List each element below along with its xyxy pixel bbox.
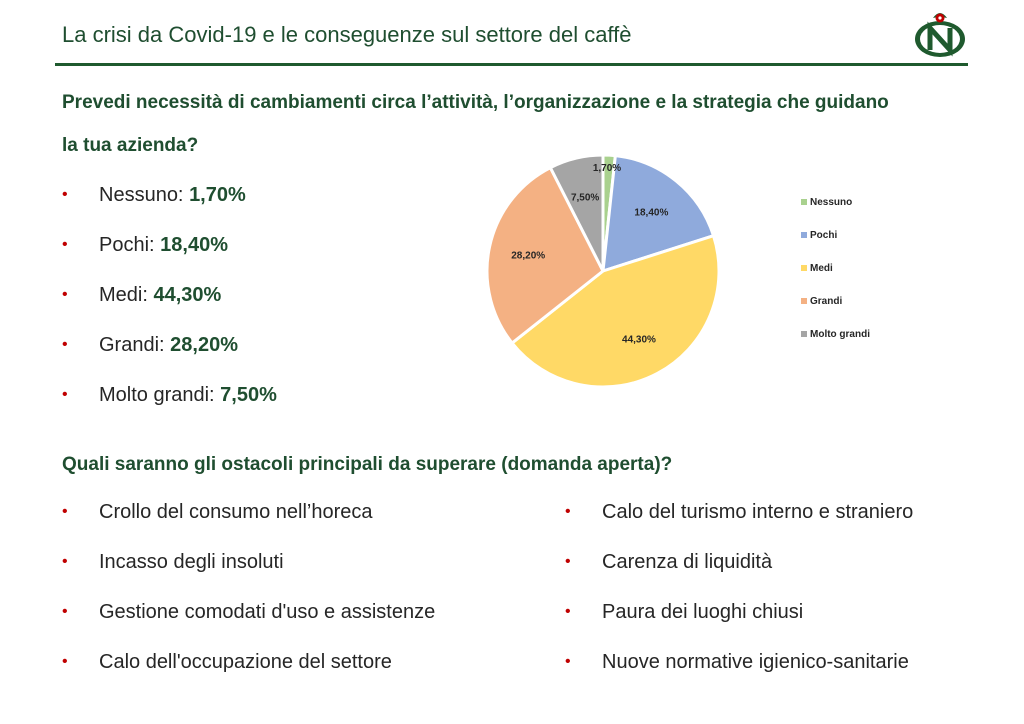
obstacle-text: Crollo del consumo nell’horeca: [99, 501, 373, 523]
obstacle-text: Calo del turismo interno e straniero: [602, 501, 914, 523]
bullet-icon: •: [565, 553, 571, 570]
company-logo: [915, 13, 965, 57]
legend-label: Molto grandi: [810, 329, 870, 340]
legend-swatch: [801, 199, 807, 205]
pie-data-label: 7,50%: [571, 193, 599, 204]
pie-data-label: 28,20%: [511, 251, 545, 262]
pie-slice-pochi: [601, 154, 716, 274]
obstacle-text: Gestione comodati d'uso e assistenze: [99, 601, 436, 623]
legend-label: Pochi: [810, 230, 837, 241]
bullet-icon: •: [565, 603, 571, 620]
legend-label: Grandi: [810, 296, 842, 307]
legend-label: Medi: [810, 263, 833, 274]
bullet-icon: •: [62, 286, 68, 303]
bullet-icon: •: [62, 236, 68, 253]
question-1-line-2: la tua azienda?: [62, 135, 199, 156]
bullet-icon: •: [62, 603, 68, 620]
pie-slice-grandi: [485, 165, 605, 346]
pie-data-label: 44,30%: [622, 335, 656, 346]
legend-label: Nessuno: [810, 197, 852, 208]
answer-label: Nessuno:: [99, 184, 190, 206]
obstacle-text: Carenza di liquidità: [602, 551, 773, 573]
answer-percent: 7,50%: [220, 384, 277, 406]
answer-percent: 28,20%: [170, 334, 238, 356]
page-title: La crisi da Covid-19 e le conseguenze su…: [62, 22, 632, 47]
bullet-icon: •: [62, 386, 68, 403]
legend-swatch: [801, 265, 807, 271]
pie-data-label: 1,70%: [593, 163, 621, 174]
header-divider: [55, 63, 968, 66]
answer-label: Pochi:: [99, 234, 161, 256]
legend-swatch: [801, 232, 807, 238]
answer-label: Medi:: [99, 284, 154, 306]
answer-label: Grandi:: [99, 334, 171, 356]
obstacle-text: Paura dei luoghi chiusi: [602, 601, 804, 623]
pie-slice-medi: [509, 233, 721, 389]
pie-data-label: 18,40%: [634, 208, 668, 219]
obstacle-text: Incasso degli insoluti: [99, 551, 284, 573]
bullet-icon: •: [565, 653, 571, 670]
pie-chart: 1,70% 18,40% 44,30% 28,20% 7,50% Nessuno Pochi…: [485, 153, 870, 389]
bullet-icon: •: [62, 186, 68, 203]
answer-percent: 1,70%: [189, 184, 246, 206]
obstacle-text: Calo dell'occupazione del settore: [99, 651, 392, 673]
pie-slice-molto-grandi: [548, 153, 605, 272]
question-1-line-1: Prevedi necessità di cambiamenti circa l…: [62, 92, 889, 113]
bullet-icon: •: [565, 503, 571, 520]
answer-label: Molto grandi:: [99, 384, 221, 406]
question-2: Quali saranno gli ostacoli principali da…: [62, 454, 673, 475]
answer-percent: 18,40%: [160, 234, 228, 256]
answer-percent: 44,30%: [153, 284, 222, 306]
bullet-icon: •: [62, 553, 68, 570]
bullet-icon: •: [62, 336, 68, 353]
legend-swatch: [801, 298, 807, 304]
legend-swatch: [801, 331, 807, 337]
bullet-icon: •: [62, 653, 68, 670]
bullet-icon: •: [62, 503, 68, 520]
obstacle-text: Nuove normative igienico-sanitarie: [602, 651, 909, 673]
